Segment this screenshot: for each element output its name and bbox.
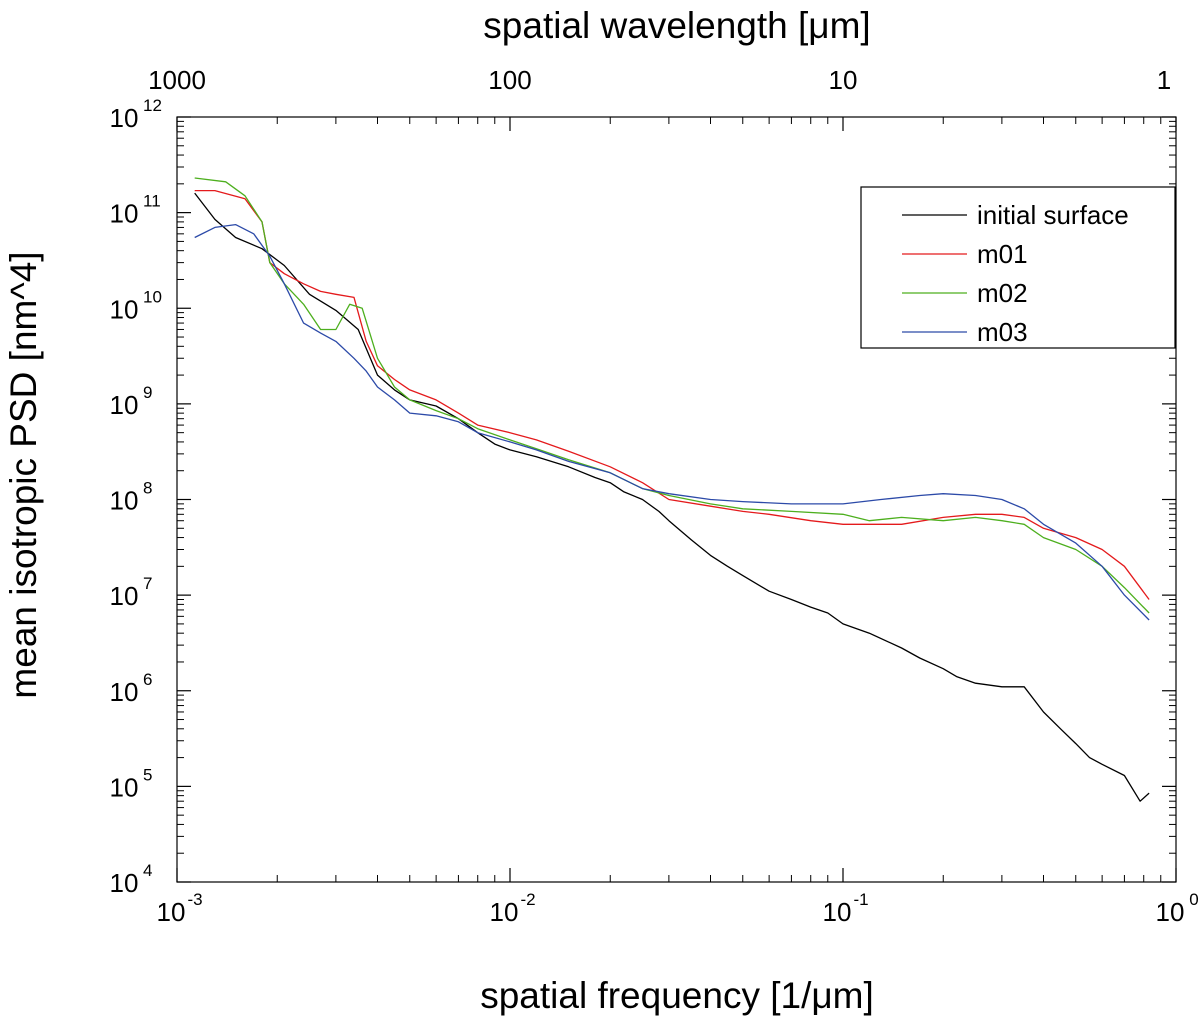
y-tick-exponent: 4 (143, 861, 152, 880)
legend-label: m01 (977, 239, 1028, 269)
y-tick-exponent: 8 (143, 479, 152, 498)
legend-label: m02 (977, 278, 1028, 308)
y-tick-exponent: 7 (143, 574, 152, 593)
legend-box (860, 186, 1176, 349)
top-tick-label: 1000 (148, 65, 206, 95)
top-tick-label: 100 (488, 65, 531, 95)
series-line-m01 (194, 189, 1150, 600)
y-tick-label: 10 (110, 103, 139, 133)
x-axis-label: spatial frequency [1/μm] (480, 975, 874, 1016)
plot-frame (176, 116, 1177, 883)
y-tick-label: 10 (110, 581, 139, 611)
x-tick-exponent: -3 (187, 890, 202, 909)
y-tick-exponent: 12 (143, 96, 162, 115)
x-tick-label: 10 (157, 897, 186, 927)
x-tick-exponent: -2 (520, 890, 535, 909)
y-tick-exponent: 6 (143, 670, 152, 689)
top-axis-label: spatial wavelength [μm] (483, 5, 870, 46)
y-tick-exponent: 5 (143, 765, 152, 784)
legend-label: initial surface (977, 200, 1129, 230)
y-tick-label: 10 (110, 390, 139, 420)
x-tick-exponent: -1 (853, 890, 868, 909)
y-tick-label: 10 (110, 772, 139, 802)
y-tick-exponent: 11 (143, 192, 161, 211)
series-layer (194, 177, 1150, 802)
x-tick-label: 10 (823, 897, 852, 927)
series-line-initial-surface (194, 192, 1150, 802)
x-tick-label: 10 (1156, 897, 1185, 927)
y-tick-label: 10 (110, 677, 139, 707)
y-axis-label: mean isotropic PSD [nm^4] (3, 251, 44, 698)
series-line-m02 (194, 177, 1150, 614)
top-tick-label: 1 (1157, 65, 1171, 95)
x-tick-label: 10 (490, 897, 519, 927)
x-tick-exponent: 0 (1189, 890, 1198, 909)
y-tick-exponent: 9 (143, 383, 152, 402)
top-tick-label: 10 (829, 65, 858, 95)
y-tick-label: 10 (110, 868, 139, 898)
y-tick-label: 10 (110, 199, 139, 229)
series-line-m03 (194, 223, 1150, 621)
y-tick-exponent: 10 (143, 287, 162, 306)
legend-label: m03 (977, 317, 1028, 347)
y-tick-label: 10 (110, 294, 139, 324)
y-tick-label: 10 (110, 486, 139, 516)
legend: initial surface m01 m02 m03 (860, 186, 1176, 349)
